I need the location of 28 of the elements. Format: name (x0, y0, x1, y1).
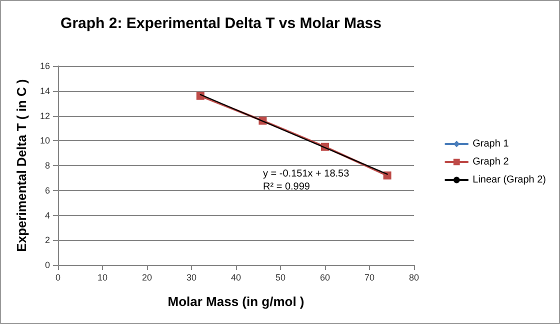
x-tick-label: 20 (142, 272, 152, 282)
y-tick-label: 4 (44, 210, 50, 220)
y-axis-title: Experimental Delta T ( in C ) (14, 79, 29, 252)
legend-label: Graph 1 (472, 138, 510, 150)
y-tick-label: 8 (44, 160, 50, 170)
legend-label: Linear (Graph 2) (472, 174, 546, 186)
x-axis-title: Molar Mass (in g/mol ) (168, 294, 304, 309)
chart-title: Graph 2: Experimental Delta T vs Molar Mass (60, 15, 382, 32)
x-tick-label: 70 (364, 272, 375, 282)
y-tick-label: 2 (44, 235, 50, 246)
x-tick-label: 80 (408, 272, 420, 282)
y-tick-label: 0 (44, 260, 50, 270)
y-tick-label: 6 (44, 185, 50, 196)
y-tick-label: 16 (40, 61, 50, 71)
y-tick-label: 10 (40, 136, 50, 146)
point (383, 171, 392, 180)
annotation: y = -0.151x + 18.53 (263, 168, 350, 180)
point (196, 92, 204, 100)
x-tick-label: 40 (230, 272, 242, 282)
x-tick-label: 10 (97, 272, 108, 282)
y-tick-label: 14 (40, 86, 50, 96)
annotation: R² = 0.999 (262, 182, 310, 192)
x-tick-label: 50 (275, 272, 286, 282)
y-tick-label: 12 (40, 110, 50, 121)
x-tick-label: 0 (55, 272, 61, 282)
x-tick-label: 30 (186, 272, 197, 282)
x-tick-label: 60 (320, 272, 330, 282)
legend-label: Graph 2 (472, 156, 510, 168)
